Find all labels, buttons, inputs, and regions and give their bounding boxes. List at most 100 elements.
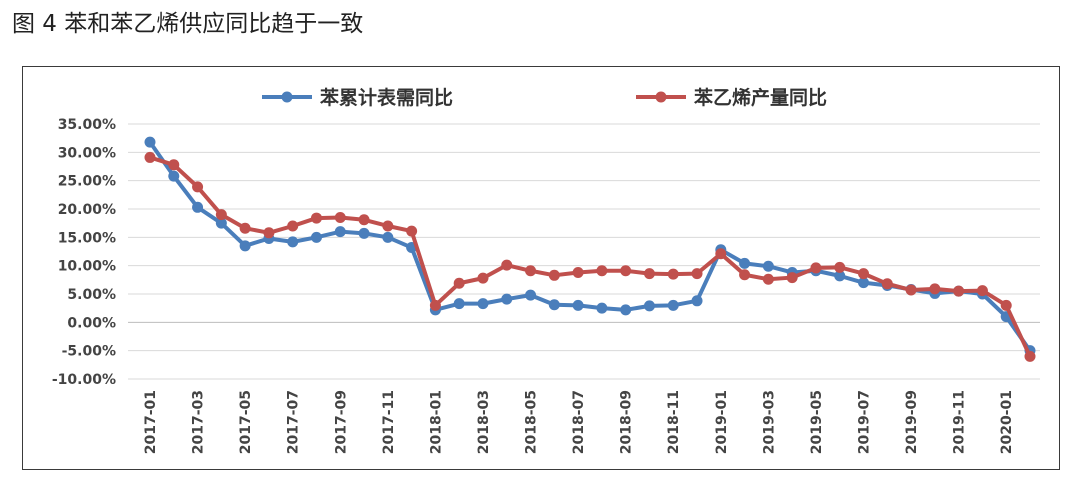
data-point bbox=[382, 231, 394, 243]
data-point bbox=[596, 302, 608, 314]
data-point bbox=[715, 248, 727, 260]
data-point bbox=[548, 299, 560, 311]
data-point bbox=[358, 227, 370, 239]
data-point bbox=[334, 212, 346, 223]
x-tick-label: 2018-09 bbox=[619, 390, 635, 454]
data-point bbox=[477, 298, 489, 310]
data-point bbox=[215, 217, 227, 229]
data-point bbox=[287, 220, 299, 232]
y-tick-label: 35.00% bbox=[58, 117, 116, 133]
x-tick-label: 2017-05 bbox=[238, 390, 254, 454]
chart-frame bbox=[22, 66, 1060, 470]
y-tick-label: 20.00% bbox=[58, 202, 116, 218]
data-point bbox=[834, 270, 846, 282]
data-point bbox=[762, 260, 774, 272]
data-point bbox=[144, 151, 156, 163]
y-axis: 35.00% 30.00% 25.00% 20.00% 15.00% 10.00% 5.00… bbox=[52, 117, 116, 388]
data-point bbox=[667, 299, 679, 311]
x-tick-label: 2019-01 bbox=[714, 390, 730, 454]
data-point bbox=[643, 300, 655, 312]
data-point bbox=[1000, 299, 1012, 311]
data-point bbox=[858, 268, 870, 280]
data-point bbox=[501, 259, 513, 271]
legend-swatch-marker bbox=[655, 91, 667, 103]
data-point bbox=[453, 298, 465, 310]
data-point bbox=[548, 269, 560, 281]
legend: 苯累计表需同比 苯乙烯产量同比 bbox=[262, 86, 827, 109]
data-point bbox=[786, 272, 798, 284]
y-tick-label: 30.00% bbox=[58, 145, 116, 161]
series-layer bbox=[144, 136, 1036, 362]
data-point bbox=[192, 201, 204, 213]
x-tick-label: 2018-01 bbox=[428, 390, 444, 454]
y-tick-label: -5.00% bbox=[62, 344, 116, 360]
data-point bbox=[572, 266, 584, 278]
x-tick-label: 2017-03 bbox=[191, 390, 207, 454]
data-point bbox=[477, 272, 489, 284]
x-tick-label: 2019-09 bbox=[904, 390, 920, 454]
x-tick-label: 2018-11 bbox=[666, 390, 682, 454]
y-tick-label: -10.00% bbox=[52, 372, 116, 388]
data-point bbox=[144, 136, 156, 148]
data-point bbox=[215, 209, 227, 221]
data-point bbox=[905, 284, 917, 296]
x-tick-label: 2018-03 bbox=[476, 390, 492, 454]
x-tick-label: 2019-11 bbox=[952, 390, 968, 454]
data-point bbox=[1024, 350, 1036, 362]
data-point bbox=[334, 226, 346, 238]
data-point bbox=[858, 277, 870, 289]
data-point bbox=[382, 220, 394, 232]
y-tick-label: 25.00% bbox=[58, 174, 116, 190]
figure-title: 图 4 苯和苯乙烯供应同比趋于一致 bbox=[12, 11, 364, 37]
x-axis: 2017-01 2017-03 2017-05 2017-07 2017-09 2017-… bbox=[143, 390, 1015, 454]
data-point bbox=[596, 265, 608, 277]
data-point bbox=[691, 295, 703, 307]
data-point bbox=[406, 225, 418, 237]
data-point bbox=[762, 273, 774, 285]
data-point bbox=[620, 265, 632, 277]
x-tick-label: 2018-05 bbox=[524, 390, 540, 454]
data-point bbox=[525, 265, 537, 277]
x-tick-label: 2019-05 bbox=[809, 390, 825, 454]
data-point bbox=[263, 227, 275, 239]
data-point bbox=[929, 283, 941, 295]
data-point bbox=[239, 240, 251, 252]
data-point bbox=[953, 285, 965, 297]
x-tick-label: 2020-01 bbox=[999, 390, 1015, 454]
data-point bbox=[310, 212, 322, 224]
x-tick-label: 2017-07 bbox=[286, 390, 302, 454]
data-point bbox=[168, 170, 180, 182]
data-point bbox=[310, 231, 322, 243]
y-tick-label: 10.00% bbox=[58, 259, 116, 275]
x-tick-label: 2019-07 bbox=[857, 390, 873, 454]
series-line-1 bbox=[148, 140, 1032, 353]
data-point bbox=[358, 214, 370, 226]
legend-label: 苯乙烯产量同比 bbox=[693, 86, 827, 109]
data-point bbox=[881, 278, 893, 290]
x-tick-label: 2019-03 bbox=[761, 390, 777, 454]
gridlines bbox=[128, 123, 1040, 380]
data-point bbox=[572, 299, 584, 311]
data-point bbox=[810, 262, 822, 274]
data-point bbox=[453, 277, 465, 289]
y-tick-label: 15.00% bbox=[58, 230, 116, 246]
x-tick-label: 2017-11 bbox=[381, 390, 397, 454]
x-tick-label: 2017-09 bbox=[333, 390, 349, 454]
data-point bbox=[501, 293, 513, 305]
data-point bbox=[643, 268, 655, 280]
series-line-2 bbox=[148, 155, 1032, 359]
data-point bbox=[620, 304, 632, 316]
y-tick-label: 0.00% bbox=[67, 315, 116, 331]
data-point bbox=[834, 261, 846, 273]
legend-swatch-marker bbox=[281, 91, 293, 103]
data-point bbox=[739, 257, 751, 269]
data-point bbox=[429, 299, 441, 311]
x-tick-label: 2018-07 bbox=[571, 390, 587, 454]
data-point bbox=[239, 222, 251, 234]
data-point bbox=[192, 181, 204, 193]
legend-label: 苯累计表需同比 bbox=[319, 86, 453, 109]
data-point bbox=[739, 269, 751, 281]
x-tick-label: 2017-01 bbox=[143, 390, 159, 454]
y-tick-label: 5.00% bbox=[67, 287, 116, 303]
